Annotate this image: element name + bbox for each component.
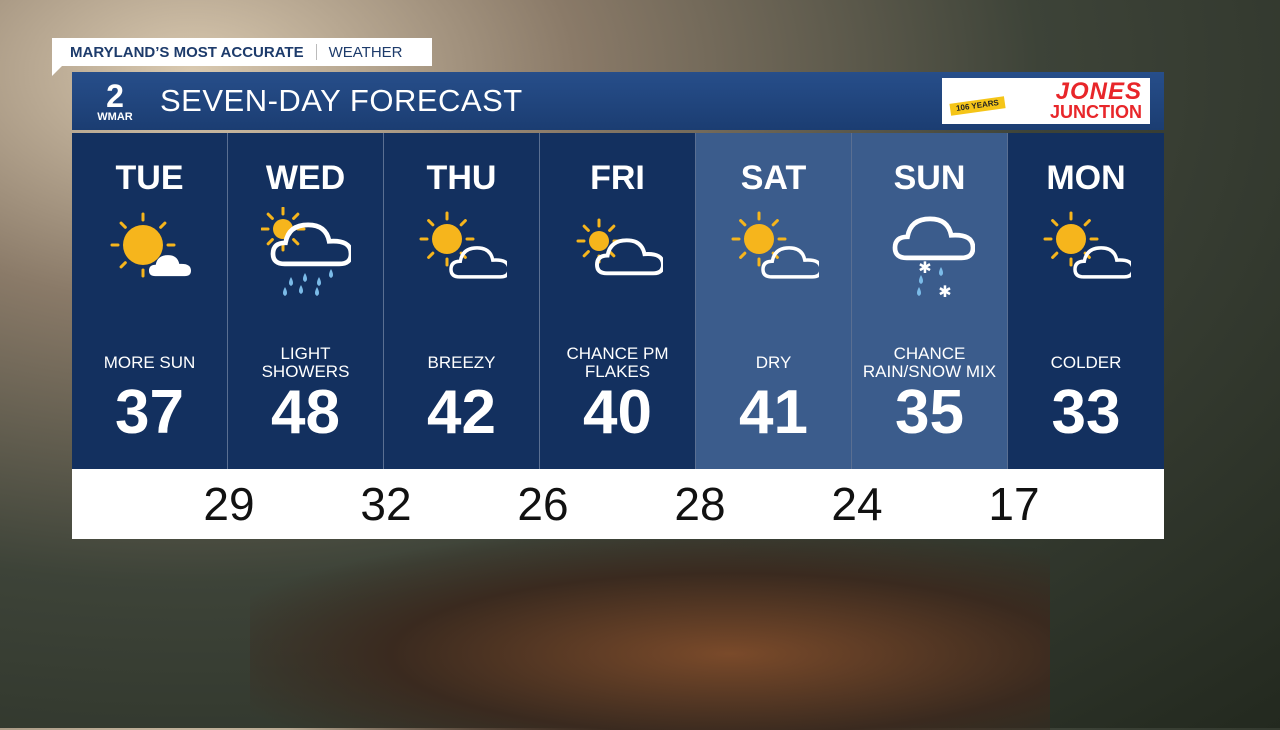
low-temp: 32 — [360, 478, 412, 530]
background-photo — [250, 540, 1050, 730]
sun-small-cloud-icon — [105, 207, 195, 297]
page-title: SEVEN-DAY FORECAST — [160, 83, 523, 118]
day-name: MON — [1046, 159, 1126, 197]
day-column-fri: FRI CHANCE PM FLAKES 40 — [540, 133, 696, 469]
condition: CHANCE PM FLAKES — [566, 344, 669, 381]
low-temp: 24 — [831, 478, 883, 530]
day-name: FRI — [590, 159, 645, 197]
low-temp: 17 — [988, 478, 1040, 530]
day-name: SAT — [740, 159, 807, 197]
svg-text:✱: ✱ — [918, 260, 931, 277]
forecast-panel: 2 WMAR SEVEN-DAY FORECAST 106 YEARS JONE… — [72, 72, 1164, 539]
divider — [315, 44, 317, 60]
logo-number: 2 — [106, 77, 124, 114]
day-name: TUE — [115, 159, 184, 197]
low-temp: 29 — [203, 478, 255, 530]
day-name: WED — [265, 159, 346, 197]
cloud-rain-snow-icon: ✱ ✱ — [885, 207, 976, 301]
high-temp: 37 — [115, 378, 184, 447]
high-temp: 48 — [271, 378, 340, 447]
sun-cloud-icon — [729, 207, 823, 297]
tagline-bold: MARYLAND’S MOST ACCURATE — [70, 43, 304, 61]
tagline: MARYLAND’S MOST ACCURATE WEATHER — [52, 38, 432, 66]
sponsor-logo: 106 YEARS JONES JUNCTION — [942, 78, 1150, 124]
condition: COLDER — [1050, 353, 1122, 372]
logo-call: WMAR — [97, 110, 133, 123]
sponsor-badge: 106 YEARS — [949, 96, 1006, 116]
svg-text:✱: ✱ — [938, 284, 951, 297]
sponsor-line1: JONES — [1055, 78, 1142, 106]
sun-cloud-icon — [1041, 207, 1135, 297]
day-name: SUN — [893, 159, 966, 197]
tagline-light: WEATHER — [328, 43, 403, 61]
day-column-sat: SAT DRY 41 — [696, 133, 852, 469]
header: 2 WMAR SEVEN-DAY FORECAST 106 YEARS JONE… — [72, 72, 1164, 130]
cloud-rain-sun-icon — [260, 206, 354, 297]
day-column-sun: SUN ✱ ✱ CHANCE RAIN/SNOW MIX 35 — [852, 133, 1008, 469]
sun-cloud-icon — [417, 207, 511, 297]
day-column-mon: MON COLDER 33 — [1008, 133, 1164, 469]
condition: BREEZY — [427, 353, 496, 372]
day-name: THU — [426, 159, 497, 197]
condition: CHANCE RAIN/SNOW MIX — [862, 344, 997, 381]
low-temp: 26 — [517, 478, 569, 530]
high-temp: 40 — [583, 378, 652, 447]
tagline-tail — [52, 66, 62, 76]
day-column-tue: TUE MORE SUN 37 — [72, 133, 228, 469]
low-temp: 28 — [674, 478, 726, 530]
lows-row: 29 32 26 28 24 17 — [72, 469, 1164, 539]
high-temp: 35 — [895, 378, 964, 447]
station-logo: 2 WMAR — [88, 80, 142, 123]
days-row: TUE MORE SUN 37 WED LIGHT SHOWERS 48 THU B… — [72, 133, 1164, 469]
day-column-wed: WED LIGHT SHOWERS 48 — [228, 133, 384, 469]
high-temp: 41 — [739, 378, 808, 447]
high-temp: 42 — [427, 378, 496, 447]
day-column-thu: THU BREEZY 42 — [384, 133, 540, 469]
condition: DRY — [755, 353, 792, 372]
sponsor-line2: JUNCTION — [1049, 101, 1142, 122]
condition: LIGHT SHOWERS — [261, 344, 350, 381]
high-temp: 33 — [1051, 378, 1121, 447]
condition: MORE SUN — [103, 353, 196, 372]
cloud-small-sun-icon — [573, 207, 665, 297]
